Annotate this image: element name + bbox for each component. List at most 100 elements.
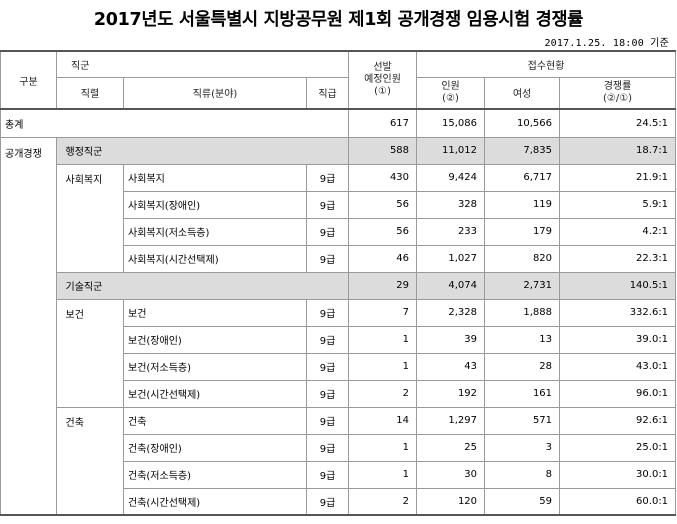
- health-applicants-2: 43: [416, 352, 486, 381]
- competition-rate-table: 구분 직군 선발 예정인원 (①) 접수현황 직렬 직류(분야) 직급 인원 (…: [0, 50, 677, 516]
- arch-rate-2: 30.0:1: [559, 460, 677, 489]
- health-applicants-3: 192: [416, 379, 486, 408]
- arch-applicants-3: 120: [416, 487, 486, 516]
- admin-female: 7,835: [484, 136, 561, 165]
- admin-label: 행정직군: [61, 136, 350, 165]
- health-applicants-0: 2,328: [416, 298, 486, 327]
- header-inwon-line2: (②): [442, 92, 459, 104]
- health-name-2: 보건(저소득층): [123, 352, 307, 381]
- header-rate-line2: (②/①): [602, 92, 633, 104]
- social-applicants-3: 1,027: [416, 244, 486, 273]
- arch-rate-0: 92.6:1: [559, 406, 677, 435]
- header-row-2: 직렬 직류(분야) 직급 인원 (②) 여성 경쟁률 (②/①): [1, 76, 677, 110]
- tech-group-row: 기술직군 29 4,074 2,731 140.5:1: [1, 271, 677, 300]
- arch-plan-1: 1: [348, 433, 418, 462]
- health-grade-3: 9급: [305, 379, 350, 408]
- table-row: 보건(장애인) 9급 1 39 13 39.0:1: [1, 325, 677, 354]
- arch-name-0: 건축: [123, 406, 307, 435]
- header-inwon-line1: 인원: [441, 80, 460, 92]
- table-row: 건축 건축 9급 14 1,297 571 92.6:1: [1, 406, 677, 516]
- social-name-1: 사회복지(장애인): [123, 190, 307, 219]
- health-name-1: 보건(장애인): [123, 325, 307, 354]
- table-row: 사회복지(장애인) 9급 56 328 119 5.9:1: [1, 190, 677, 219]
- health-series: 보건: [61, 298, 124, 408]
- health-grade-2: 9급: [305, 352, 350, 381]
- health-female-3: 161: [484, 379, 561, 408]
- table-row: 사회복지(시간선택제) 9급 46 1,027 820 22.3:1: [1, 244, 677, 273]
- total-rate: 24.5:1: [559, 108, 677, 138]
- header-seonbal-line2: 예정인원: [364, 74, 401, 85]
- header-jikryu: 직류(분야): [123, 76, 307, 110]
- social-grade-2: 9급: [305, 217, 350, 246]
- header-seonbal: 선발 예정인원 (①): [348, 50, 418, 110]
- health-rate-1: 39.0:1: [559, 325, 677, 354]
- header-seonbal-line1: 선발: [373, 62, 392, 73]
- header-jeopsu: 접수현황: [416, 50, 677, 78]
- social-female-1: 119: [484, 190, 561, 219]
- health-plan-3: 2: [348, 379, 418, 408]
- arch-plan-0: 14: [348, 406, 418, 435]
- arch-plan-2: 1: [348, 460, 418, 489]
- table-row: 보건 보건 9급 7 2,328 1,888 332.6:1: [1, 298, 677, 408]
- admin-rate: 18.7:1: [559, 136, 677, 165]
- health-name-0: 보건: [123, 298, 307, 327]
- arch-grade-3: 9급: [305, 487, 350, 516]
- health-female-1: 13: [484, 325, 561, 354]
- header-jikgun: 직군: [55, 50, 350, 78]
- admin-applicants: 11,012: [416, 136, 486, 165]
- arch-female-0: 571: [484, 406, 561, 435]
- social-rate-3: 22.3:1: [559, 244, 677, 273]
- arch-female-2: 8: [484, 460, 561, 489]
- arch-grade-1: 9급: [305, 433, 350, 462]
- header-jikgeup: 직급: [305, 76, 350, 110]
- arch-grade-0: 9급: [305, 406, 350, 435]
- arch-plan-3: 2: [348, 487, 418, 516]
- social-series: 사회복지: [61, 163, 124, 273]
- social-female-2: 179: [484, 217, 561, 246]
- header-inwon: 인원 (②): [416, 76, 486, 110]
- admin-group-row: 공개경쟁 행정직군 588 11,012 7,835 18.7:1: [0, 136, 677, 516]
- header-gubun: 구분: [0, 50, 57, 110]
- header-yeoseong: 여성: [484, 76, 561, 110]
- total-row: 총계 617 15,086 10,566 24.5:1: [0, 108, 677, 138]
- health-rate-3: 96.0:1: [559, 379, 677, 408]
- arch-female-3: 59: [484, 487, 561, 516]
- reference-date: 2017.1.25. 18:00 기준: [544, 38, 669, 49]
- tech-label: 기술직군: [61, 271, 350, 300]
- social-grade-0: 9급: [305, 163, 350, 192]
- tech-rate: 140.5:1: [559, 271, 677, 300]
- health-grade-1: 9급: [305, 325, 350, 354]
- social-grade-3: 9급: [305, 244, 350, 273]
- table-row: 보건(시간선택제) 9급 2 192 161 96.0:1: [1, 379, 677, 408]
- health-female-2: 28: [484, 352, 561, 381]
- page-title: 2017년도 서울특별시 지방공무원 제1회 공개경쟁 임용시험 경쟁률: [93, 10, 584, 30]
- health-applicants-1: 39: [416, 325, 486, 354]
- social-rate-1: 5.9:1: [559, 190, 677, 219]
- social-plan-3: 46: [348, 244, 418, 273]
- social-plan-0: 430: [348, 163, 418, 192]
- social-name-3: 사회복지(시간선택제): [123, 244, 307, 273]
- social-female-0: 6,717: [484, 163, 561, 192]
- social-applicants-1: 328: [416, 190, 486, 219]
- arch-name-1: 건축(장애인): [123, 433, 307, 462]
- total-applicants: 15,086: [416, 108, 486, 138]
- social-grade-1: 9급: [305, 190, 350, 219]
- health-plan-1: 1: [348, 325, 418, 354]
- open-competition-label: 공개경쟁: [0, 136, 57, 516]
- social-female-3: 820: [484, 244, 561, 273]
- header-row-1: 구분 직군 선발 예정인원 (①) 접수현황: [0, 50, 677, 110]
- arch-rate-3: 60.0:1: [559, 487, 677, 516]
- header-jikryeol: 직렬: [56, 76, 124, 110]
- social-name-0: 사회복지: [123, 163, 307, 192]
- arch-name-3: 건축(시간선택제): [123, 487, 307, 516]
- health-plan-0: 7: [348, 298, 418, 327]
- social-plan-2: 56: [348, 217, 418, 246]
- table-row: 건축(시간선택제) 9급 2 120 59 60.0:1: [1, 487, 677, 516]
- arch-rate-1: 25.0:1: [559, 433, 677, 462]
- tech-applicants: 4,074: [416, 271, 486, 300]
- health-name-3: 보건(시간선택제): [123, 379, 307, 408]
- arch-applicants-1: 25: [416, 433, 486, 462]
- total-label: 총계: [0, 108, 350, 138]
- header-seonbal-line3: (①): [374, 86, 391, 97]
- arch-name-2: 건축(저소득층): [123, 460, 307, 489]
